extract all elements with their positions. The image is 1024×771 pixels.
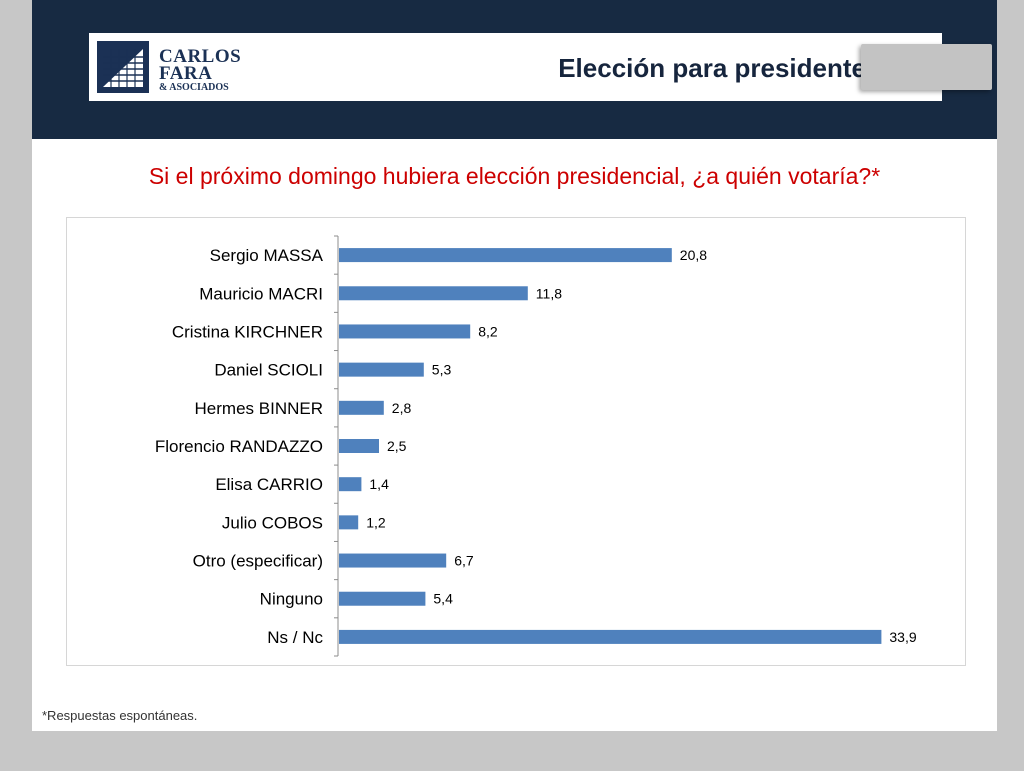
slide: CARLOS FARA & ASOCIADOS Elección para pr… — [32, 0, 997, 731]
value-label: 5,3 — [432, 362, 452, 378]
value-label: 2,8 — [392, 400, 412, 416]
value-label: 6,7 — [454, 553, 474, 569]
bar — [339, 629, 882, 644]
bar — [339, 324, 471, 339]
survey-question: Si el próximo domingo hubiera elección p… — [148, 163, 881, 189]
company-logo: CARLOS FARA & ASOCIADOS — [97, 41, 247, 93]
category-label: Cristina KIRCHNER — [172, 322, 323, 341]
footnote: *Respuestas espontáneas. — [42, 708, 198, 723]
category-label: Mauricio MACRI — [199, 284, 323, 303]
page-title: Elección para presidente — [558, 53, 866, 83]
logo-line1: CARLOS — [159, 46, 242, 67]
header-band: CARLOS FARA & ASOCIADOS Elección para pr… — [32, 0, 997, 139]
value-label: 1,4 — [369, 476, 389, 492]
bar — [339, 362, 424, 377]
logo-line2: FARA — [159, 63, 213, 84]
category-label: Elisa CARRIO — [215, 475, 323, 494]
category-label: Sergio MASSA — [210, 246, 324, 265]
value-label: 5,4 — [433, 591, 453, 607]
value-label: 33,9 — [889, 629, 916, 645]
value-label: 1,2 — [366, 514, 386, 530]
bar — [339, 515, 359, 530]
value-label: 8,2 — [478, 323, 498, 339]
category-label: Hermes BINNER — [195, 399, 323, 418]
category-label: Ninguno — [260, 590, 323, 609]
bar — [339, 439, 379, 453]
logo-emblem-icon — [97, 41, 149, 93]
logo-text: CARLOS FARA & ASOCIADOS — [159, 46, 242, 94]
bar — [339, 400, 384, 415]
bar — [339, 477, 362, 492]
category-label: Ns / Nc — [267, 628, 323, 647]
title-bar: CARLOS FARA & ASOCIADOS Elección para pr… — [89, 33, 942, 101]
corner-tab-decoration — [861, 44, 992, 90]
value-label: 2,5 — [387, 438, 407, 454]
category-label: Daniel SCIOLI — [214, 361, 323, 380]
bar — [339, 553, 447, 568]
bar — [339, 591, 426, 606]
category-label: Florencio RANDAZZO — [155, 437, 323, 456]
category-label: Julio COBOS — [222, 513, 323, 532]
logo-line3: & ASOCIADOS — [159, 82, 229, 93]
chart-area: Sergio MASSA 20,8 Mauricio MACRI 11,8 Cristi… — [66, 217, 966, 666]
category-label: Otro (especificar) — [193, 552, 323, 571]
value-label: 11,8 — [536, 285, 562, 301]
bar-chart: Sergio MASSA 20,8 Mauricio MACRI 11,8 Cristi… — [155, 235, 917, 657]
bar — [339, 286, 528, 301]
value-label: 20,8 — [680, 247, 707, 263]
bar — [339, 248, 672, 263]
